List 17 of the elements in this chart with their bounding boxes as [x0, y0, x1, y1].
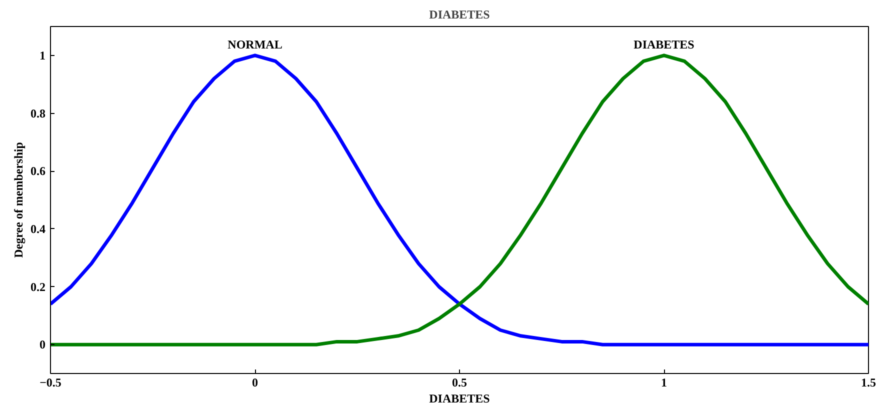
- x-tick-label: −0.5: [40, 376, 62, 390]
- annotation: NORMAL: [228, 37, 282, 52]
- y-tick-label: 0.4: [30, 222, 46, 236]
- x-tick-label: 0.5: [452, 376, 467, 390]
- y-tick-label: 0.6: [30, 164, 46, 178]
- line-series: [50, 54, 868, 346]
- y-tick-label: 0.8: [30, 106, 46, 120]
- y-tick-label: 1: [40, 48, 46, 62]
- y-axis-title: Degree of membership: [12, 142, 26, 258]
- x-tick-label: 1: [661, 376, 667, 390]
- x-axis-title: DIABETES: [429, 392, 490, 406]
- x-tick-label: 1.5: [861, 376, 876, 390]
- x-tick-label: 0: [252, 376, 258, 390]
- y-tick-label: 0: [40, 338, 46, 352]
- y-tick-label: 0.2: [30, 280, 46, 294]
- chart-title: DIABETES: [429, 8, 490, 22]
- annotation: DIABETES: [634, 37, 695, 52]
